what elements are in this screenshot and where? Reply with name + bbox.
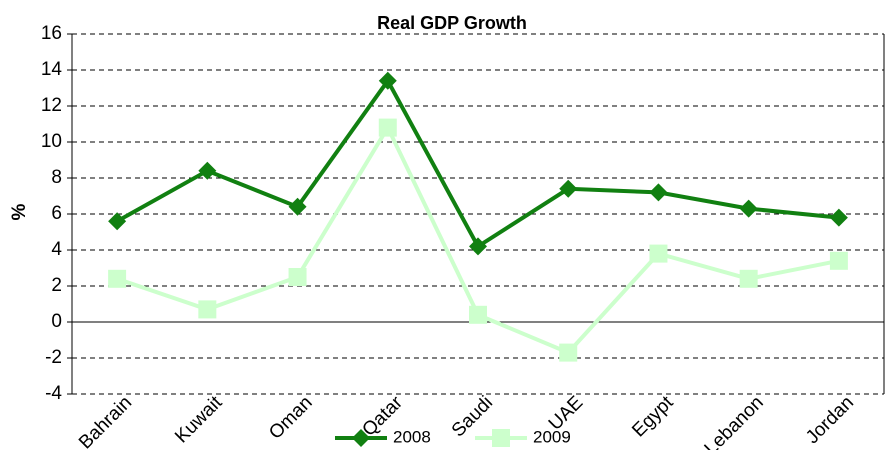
marker (649, 183, 668, 202)
marker (108, 269, 127, 288)
marker (829, 251, 848, 270)
marker (492, 429, 510, 447)
marker (739, 199, 758, 218)
x-tick-label: Jordan (802, 392, 858, 448)
x-tick-label: Bahrain (75, 392, 136, 450)
x-tick-label: Saudi (448, 392, 497, 441)
y-tick-label: -4 (45, 383, 62, 404)
y-tick-label: 8 (51, 167, 62, 188)
marker (198, 161, 217, 180)
legend-label: 2008 (393, 427, 431, 446)
x-tick-label: Egypt (628, 392, 678, 442)
y-tick-label: 10 (41, 131, 62, 152)
marker (739, 269, 758, 288)
marker (469, 237, 487, 256)
marker (198, 300, 217, 319)
y-tick-label: 2 (51, 275, 62, 296)
marker (378, 71, 397, 90)
x-tick-label: Kuwait (171, 392, 227, 448)
y-tick-label: -2 (45, 347, 62, 368)
marker (829, 208, 848, 227)
series (108, 118, 848, 362)
y-tick-label: 0 (51, 311, 62, 332)
marker (559, 179, 578, 198)
marker (352, 429, 370, 447)
x-tick-label: Oman (265, 392, 316, 443)
y-tick-label: 4 (51, 239, 62, 260)
legend-label: 2009 (533, 427, 571, 446)
marker (288, 197, 307, 216)
marker (649, 244, 668, 263)
y-tick-label: 12 (41, 95, 62, 116)
y-tick-label: 14 (41, 59, 63, 80)
marker (378, 118, 397, 137)
x-tick-label: Lebanon (701, 392, 768, 450)
chart-title: Real GDP Growth (377, 13, 527, 33)
y-axis-label: % (9, 203, 30, 220)
marker (288, 268, 307, 286)
y-tick-label: 6 (51, 203, 62, 224)
marker (469, 305, 487, 324)
y-tick-label: 16 (41, 23, 62, 44)
marker (108, 212, 127, 231)
series (108, 71, 848, 256)
marker (559, 343, 578, 362)
